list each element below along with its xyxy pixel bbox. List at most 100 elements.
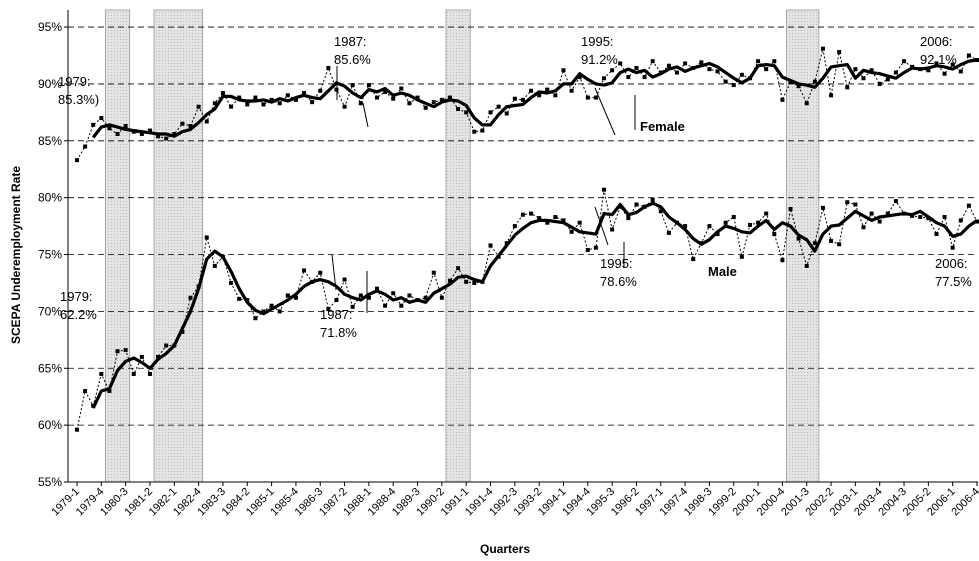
point-marker [772,232,777,237]
point-marker [261,102,266,107]
point-marker [415,95,420,100]
point-marker [447,278,452,283]
point-marker [788,207,793,212]
point-marker [764,211,769,216]
y-tick-label: 70% [38,304,62,318]
point-marker [269,303,274,308]
point-marker [691,257,696,262]
point-marker [342,277,347,282]
point-marker [269,97,274,102]
point-marker [934,232,939,237]
annotation: 91.2% [581,52,618,67]
point-marker [375,286,379,291]
point-marker [83,144,88,149]
point-marker [220,91,225,96]
point-marker [812,241,817,246]
y-tick-label: 90% [38,77,62,91]
point-marker [139,131,144,136]
point-marker [731,214,736,219]
point-marker [747,222,752,227]
point-marker [293,97,298,102]
point-marker [196,104,201,109]
point-marker [147,371,152,376]
point-marker [293,295,298,300]
point-marker [739,72,744,77]
point-marker [520,212,525,217]
point-marker [310,100,315,105]
point-marker [553,93,558,98]
point-marker [756,220,761,225]
point-marker [164,136,169,141]
annotation: 1987: [320,307,353,322]
point-marker [950,62,955,67]
point-marker [593,245,598,250]
point-marker [683,61,688,66]
raw-line [76,189,978,430]
point-marker [537,93,542,98]
point-marker [391,96,396,101]
point-marker [861,76,866,81]
point-marker [683,224,688,229]
point-marker [772,59,777,64]
point-marker [602,76,607,81]
point-marker [253,95,258,100]
point-marker [447,95,452,100]
point-marker [75,427,79,432]
annotation: 1987: [334,34,367,49]
point-marker [610,227,615,232]
point-marker [147,128,152,133]
point-marker [885,211,890,216]
point-marker [764,67,769,72]
point-marker [837,50,842,55]
point-marker [83,389,88,394]
trend-line [91,58,978,139]
point-marker [837,242,842,247]
point-marker [423,295,428,300]
point-marker [261,309,266,314]
callout-ticks [331,66,636,313]
raw-line [76,48,978,161]
point-marker [407,101,412,106]
point-marker [829,238,834,243]
annotation: 78.6% [600,274,637,289]
point-marker [723,79,728,84]
point-marker [804,263,809,268]
point-marker [739,254,744,259]
point-marker [512,96,517,101]
point-marker [958,69,963,74]
point-marker [302,268,307,273]
recession-band [786,9,820,483]
point-marker [569,229,574,234]
point-marker [212,101,217,106]
point-marker [893,199,898,204]
point-marker [610,68,615,73]
point-marker [942,214,947,219]
point-marker [966,53,971,58]
point-marker [456,106,461,111]
point-marker [707,224,712,229]
y-axis-title: SCEPA Underemployment Rate [9,166,23,344]
point-marker [99,371,104,376]
point-marker [285,93,290,98]
point-marker [958,218,963,223]
point-marker [326,307,331,312]
point-marker [188,295,193,300]
point-marker [796,84,801,89]
point-marker [845,200,850,205]
point-marker [545,87,550,92]
point-marker [245,102,250,107]
y-tick-label: 80% [38,191,62,205]
point-marker [634,202,639,207]
series-label: Male [708,264,737,279]
point-marker [593,95,598,100]
y-tick-label: 55% [38,475,62,489]
point-marker [383,89,388,94]
point-marker [569,88,574,93]
point-marker [634,66,639,71]
point-marker [780,258,785,263]
point-marker [877,81,882,86]
point-marker [504,111,509,116]
point-marker [650,59,655,64]
point-marker [399,86,404,91]
point-marker [577,220,582,225]
